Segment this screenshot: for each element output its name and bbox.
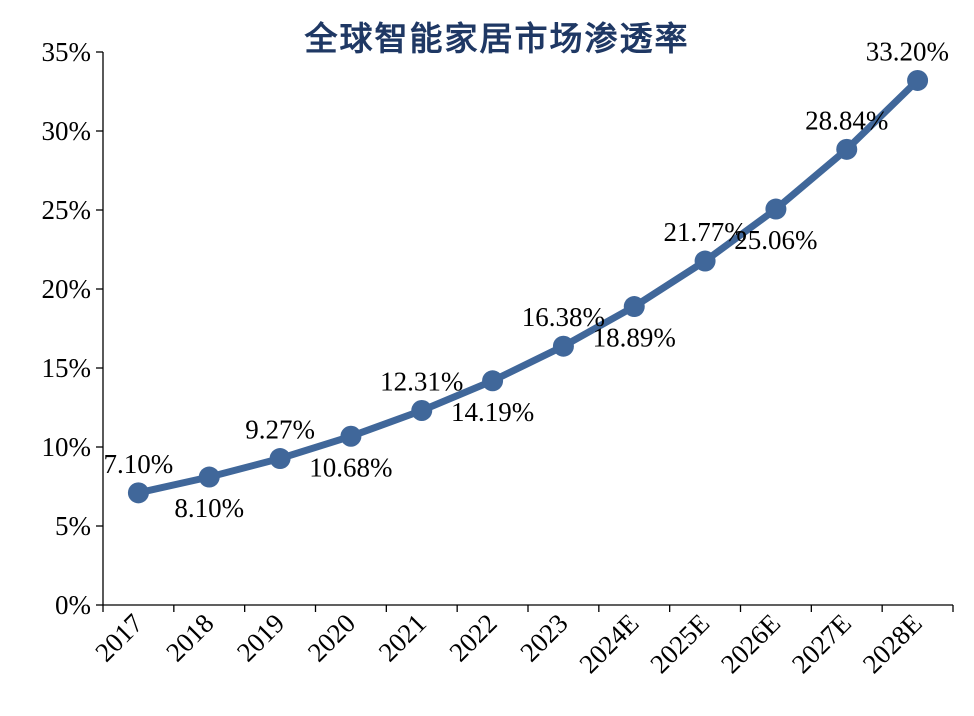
data-point xyxy=(623,296,645,318)
data-point xyxy=(127,482,149,504)
y-tick-label: 20% xyxy=(42,274,92,304)
data-labels: 7.10%8.10% 9.27% 10.68% 12.31%14.19% 16.38%1… xyxy=(104,36,949,523)
series-layer xyxy=(127,69,929,504)
x-tick-label: 2023 xyxy=(514,608,573,667)
data-label: 25.06% xyxy=(734,225,817,255)
y-axis: 0% 5% 10% 15% 20% 25% 30% 35% xyxy=(42,37,104,620)
data-label: 28.84% xyxy=(805,105,888,135)
data-point xyxy=(907,69,929,91)
y-tick-label: 35% xyxy=(42,37,92,67)
data-label: 8.10% xyxy=(174,493,244,523)
series-line xyxy=(134,76,922,497)
data-point xyxy=(411,400,433,422)
x-tick-label: 2028E xyxy=(857,608,928,679)
data-point xyxy=(836,138,858,160)
y-tick-label: 15% xyxy=(42,353,92,383)
x-tick-label: 2026E xyxy=(715,608,786,679)
data-label: 7.10% xyxy=(104,449,174,479)
y-tick-label: 25% xyxy=(42,195,92,225)
x-tick-label: 2027E xyxy=(786,608,857,679)
data-point xyxy=(198,466,220,488)
y-tick-label: 10% xyxy=(42,432,92,462)
data-point xyxy=(552,335,574,357)
data-label: 16.38% xyxy=(522,302,605,332)
data-point xyxy=(694,250,716,272)
data-point xyxy=(340,425,362,447)
x-tick-label: 2024E xyxy=(573,608,644,679)
data-label: 14.19% xyxy=(451,397,534,427)
chart-title: 全球智能家居市场渗透率 xyxy=(304,19,690,58)
data-point xyxy=(269,448,291,470)
data-label: 21.77% xyxy=(663,217,746,247)
data-label: 12.31% xyxy=(380,367,463,397)
data-point xyxy=(765,198,787,220)
x-tick-label: 2018 xyxy=(160,608,219,667)
data-point xyxy=(482,370,504,392)
x-axis: 2017 2018 2019 2020 2021 2022 2023 2024E 2025E 20… xyxy=(89,604,954,679)
data-label: 10.68% xyxy=(309,452,392,482)
y-tick-label: 0% xyxy=(55,590,91,620)
data-label: 18.89% xyxy=(593,323,676,353)
x-tick-label: 2020 xyxy=(302,608,361,667)
y-tick-label: 5% xyxy=(55,511,91,541)
x-tick-label: 2019 xyxy=(231,608,290,667)
x-tick-label: 2017 xyxy=(89,608,148,667)
x-tick-label: 2021 xyxy=(373,608,432,667)
data-label: 9.27% xyxy=(245,415,315,445)
data-label: 33.20% xyxy=(866,36,949,66)
y-tick-label: 30% xyxy=(42,116,92,146)
x-tick-label: 2025E xyxy=(644,608,715,679)
x-tick-label: 2022 xyxy=(443,608,502,667)
